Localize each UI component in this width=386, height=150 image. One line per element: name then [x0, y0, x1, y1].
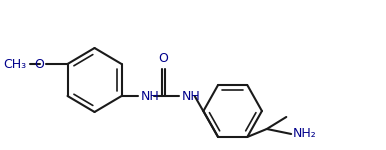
Text: O: O: [159, 52, 168, 65]
Text: NH₂: NH₂: [293, 128, 317, 141]
Text: O: O: [34, 57, 44, 70]
Text: CH₃: CH₃: [3, 57, 27, 70]
Text: NH: NH: [182, 90, 201, 102]
Text: NH: NH: [141, 90, 160, 102]
